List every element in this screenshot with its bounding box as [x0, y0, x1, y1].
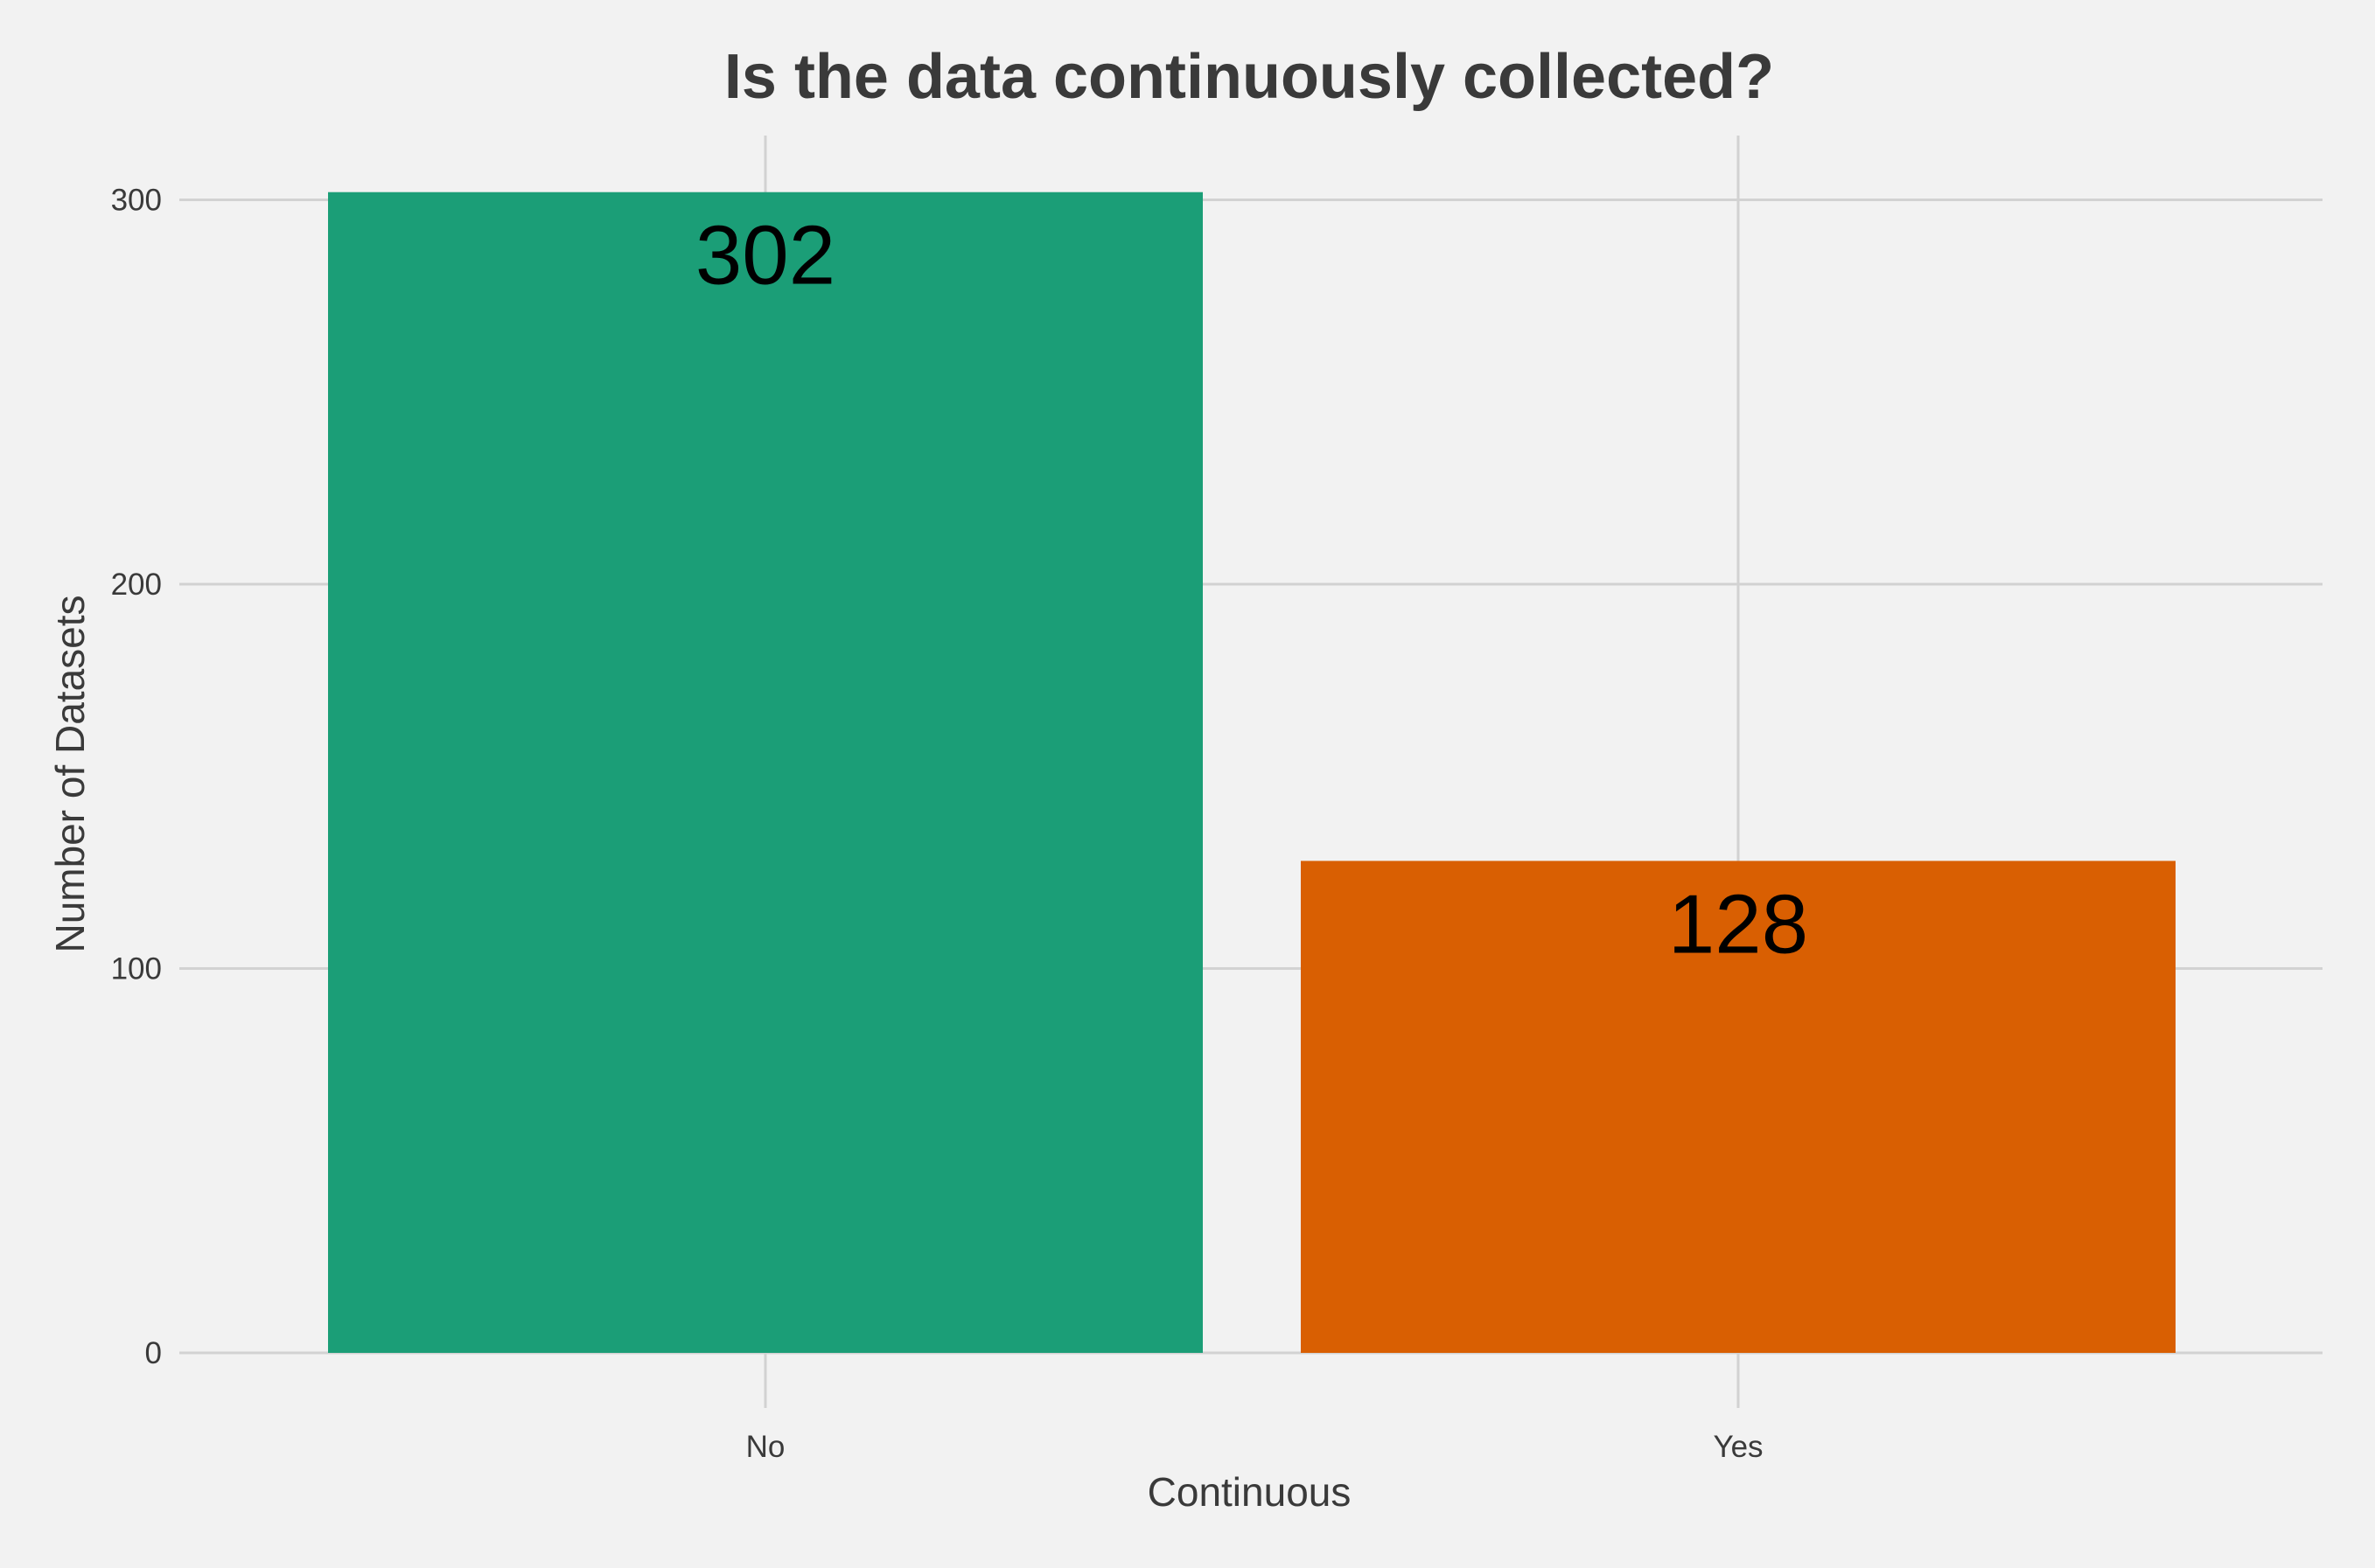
y-tick-label: 200: [111, 568, 162, 602]
y-tick-label: 0: [145, 1336, 162, 1370]
data-label-layer: 302 128: [695, 209, 1808, 972]
y-tick-label: 300: [111, 184, 162, 218]
y-axis-ticks: 0 100 200 300: [111, 184, 162, 1371]
bar-no: [328, 192, 1203, 1354]
x-tick-label-no: No: [746, 1430, 786, 1464]
bar-yes: [1301, 861, 2176, 1353]
y-axis-title: Number of Datasets: [47, 595, 93, 952]
chart-title: Is the data continuously collected?: [724, 42, 1774, 112]
data-label-yes: 128: [1668, 877, 1808, 971]
x-tick-label-yes: Yes: [1713, 1430, 1763, 1464]
x-axis-title: Continuous: [1148, 1469, 1352, 1515]
x-axis-ticks: No Yes: [746, 1430, 1764, 1464]
bar-layer: [328, 192, 2176, 1354]
data-label-no: 302: [695, 209, 835, 303]
y-tick-label: 100: [111, 952, 162, 986]
